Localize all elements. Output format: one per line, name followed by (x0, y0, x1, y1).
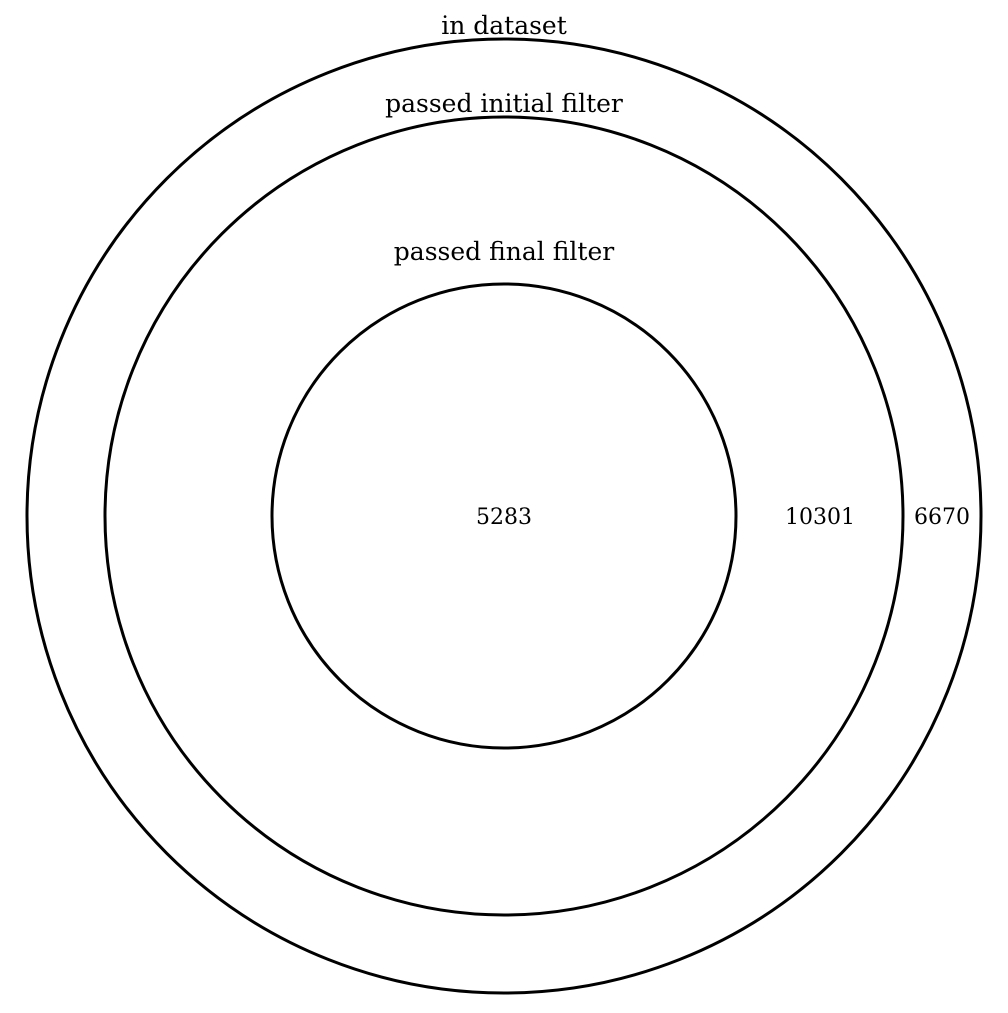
circle-passed-final-filter (270, 282, 738, 750)
label-passed-final-filter: passed final filter (394, 237, 614, 266)
count-in-dataset: 6670 (914, 505, 970, 530)
count-passed-initial-filter: 10301 (785, 505, 855, 530)
label-passed-initial-filter: passed initial filter (385, 89, 623, 118)
label-in-dataset: in dataset (441, 11, 567, 40)
circle-in-dataset (25, 37, 983, 995)
count-passed-final-filter: 5283 (476, 505, 532, 530)
circle-passed-initial-filter (103, 115, 905, 917)
